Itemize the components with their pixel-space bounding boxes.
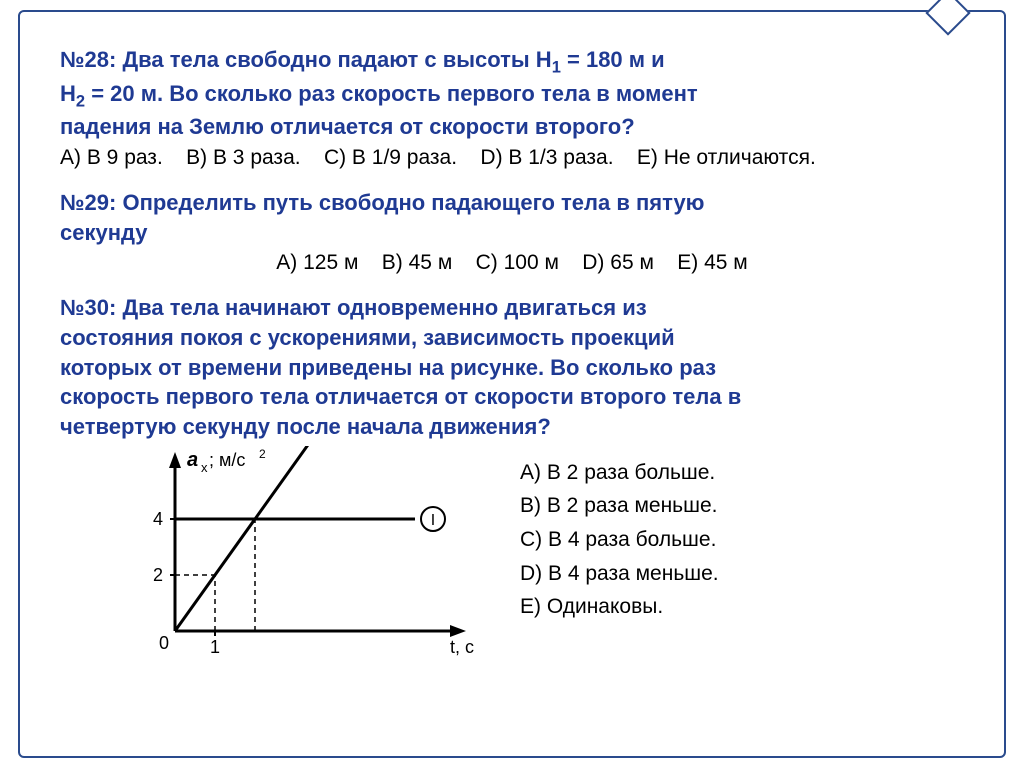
q28-h1-sub: 1 (552, 58, 561, 76)
q29-opt-b: B) 45 м (382, 251, 452, 274)
svg-text:I: I (431, 512, 435, 529)
q30-number: №30: (60, 295, 116, 320)
q28-h2: H (60, 81, 76, 106)
q30-line2: состояния покоя с ускорениями, зависимос… (60, 325, 675, 350)
q28-opt-e: E) Не отличаются. (637, 146, 816, 169)
svg-text:2: 2 (153, 565, 163, 585)
q28-opt-d: D) В 1/3 раза. (480, 146, 613, 169)
q28-line3: падения на Землю отличается от скорости … (60, 114, 635, 139)
svg-text:2: 2 (259, 447, 266, 461)
q28-text: №28: Два тела свободно падают с высоты H… (60, 45, 964, 142)
q30-opt-c: C) В 4 раза больше. (520, 523, 719, 557)
q28-h1-eq: = 180 м и (561, 47, 665, 72)
q29-opt-e: E) 45 м (677, 251, 747, 274)
svg-text:1: 1 (210, 637, 220, 656)
q29-line2: секунду (60, 220, 147, 245)
slide-content: №28: Два тела свободно падают с высоты H… (30, 20, 994, 666)
q30-row: ax; м/с2t, с0241III A) В 2 раза больше. … (60, 446, 964, 656)
q30-line1: Два тела начинают одновременно двигаться… (122, 295, 646, 320)
q29-number: №29: (60, 190, 116, 215)
svg-text:4: 4 (153, 509, 163, 529)
q28-options: A) В 9 раз. B) В 3 раза. C) В 1/9 раза. … (60, 146, 964, 170)
q29-options: A) 125 м B) 45 м C) 100 м D) 65 м E) 45 … (60, 251, 964, 275)
q30-opt-b: B) В 2 раза меньше. (520, 489, 719, 523)
q28-number: №28: (60, 47, 116, 72)
q30-text: №30: Два тела начинают одновременно двиг… (60, 293, 964, 441)
q30-opt-d: D) В 4 раза меньше. (520, 557, 719, 591)
chart-svg: ax; м/с2t, с0241III (120, 446, 480, 656)
q28-opt-b: B) В 3 раза. (186, 146, 300, 169)
q29-text: №29: Определить путь свободно падающего … (60, 188, 964, 247)
svg-text:a: a (187, 449, 198, 471)
q29-opt-a: A) 125 м (276, 251, 358, 274)
q28-line1a: Два тела свободно падают с высоты H (122, 47, 551, 72)
q28-opt-a: A) В 9 раз. (60, 146, 163, 169)
q30-line4: скорость первого тела отличается от скор… (60, 384, 741, 409)
svg-text:0: 0 (159, 633, 169, 653)
q28-opt-c: C) В 1/9 раза. (324, 146, 457, 169)
q28-line2b: = 20 м. Во сколько раз скорость первого … (85, 81, 698, 106)
q30-chart: ax; м/с2t, с0241III (120, 446, 480, 656)
svg-text:x: x (201, 460, 208, 475)
q30-opt-e: E) Одинаковы. (520, 590, 719, 624)
svg-text:t, с: t, с (450, 637, 474, 656)
q28-h2-sub: 2 (76, 92, 85, 110)
q30-line5: четвертую секунду после начала движения? (60, 414, 551, 439)
q29-opt-d: D) 65 м (582, 251, 654, 274)
q29-opt-c: C) 100 м (476, 251, 559, 274)
svg-text:; м/с: ; м/с (209, 450, 245, 470)
q30-opt-a: A) В 2 раза больше. (520, 456, 719, 490)
q29-line1: Определить путь свободно падающего тела … (122, 190, 704, 215)
q30-line3: которых от времени приведены на рисунке.… (60, 355, 716, 380)
q30-options: A) В 2 раза больше. B) В 2 раза меньше. … (520, 446, 719, 624)
